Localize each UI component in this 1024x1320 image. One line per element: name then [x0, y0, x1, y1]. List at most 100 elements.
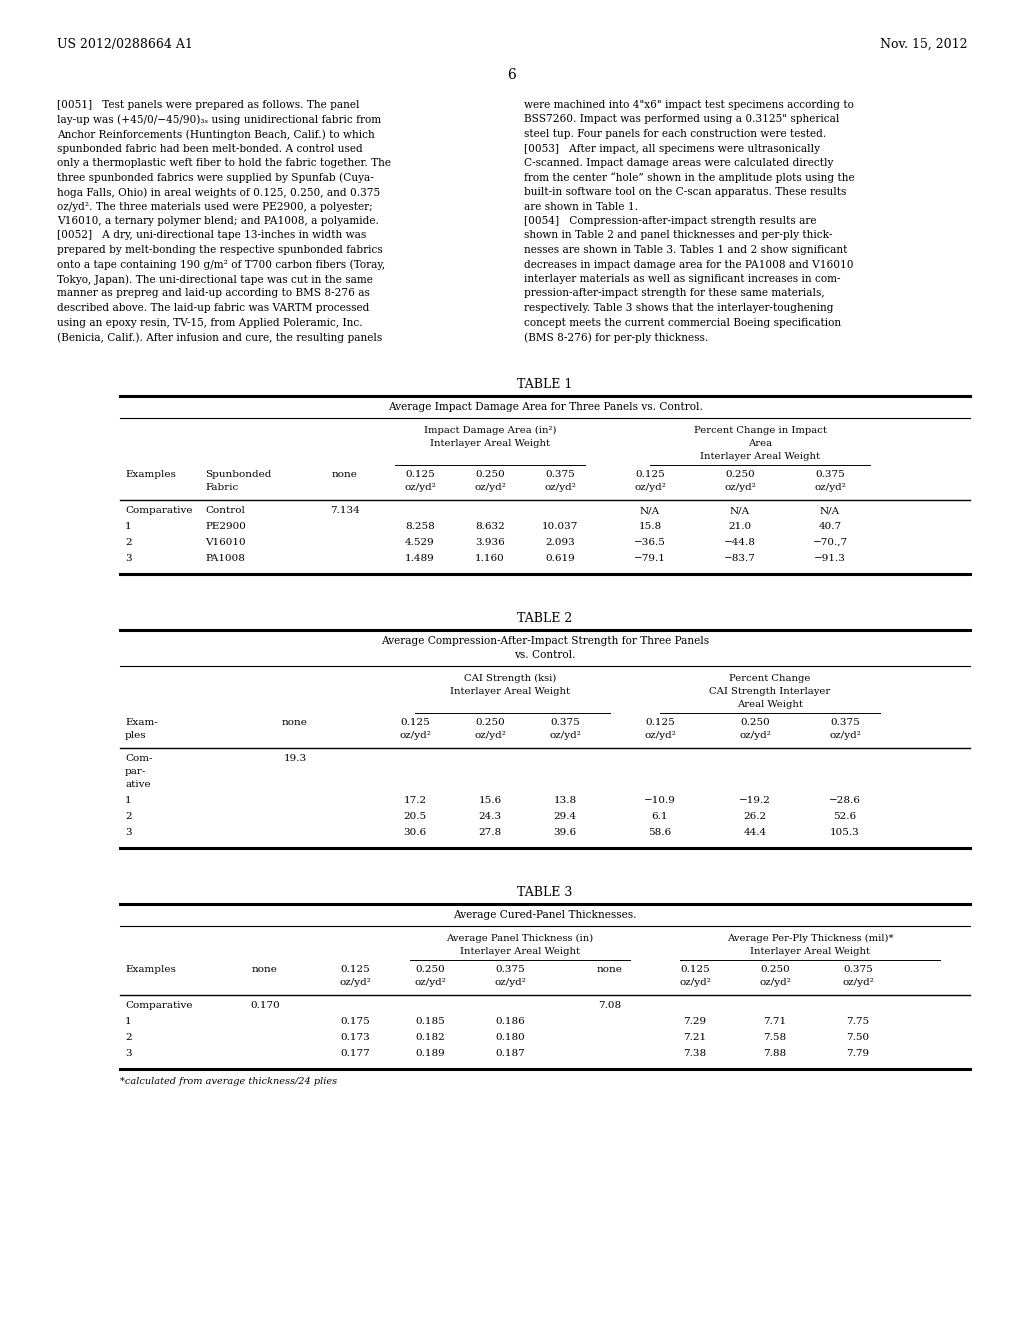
- Text: Average Panel Thickness (in): Average Panel Thickness (in): [446, 935, 594, 942]
- Text: Com-: Com-: [125, 754, 153, 763]
- Text: Interlayer Areal Weight: Interlayer Areal Weight: [430, 440, 550, 447]
- Text: PE2900: PE2900: [205, 521, 246, 531]
- Text: 29.4: 29.4: [553, 812, 577, 821]
- Text: 0.125: 0.125: [645, 718, 675, 727]
- Text: are shown in Table 1.: are shown in Table 1.: [524, 202, 638, 211]
- Text: 0.189: 0.189: [415, 1049, 444, 1059]
- Text: steel tup. Four panels for each construction were tested.: steel tup. Four panels for each construc…: [524, 129, 826, 139]
- Text: 0.375: 0.375: [843, 965, 872, 974]
- Text: −10.9: −10.9: [644, 796, 676, 805]
- Text: oz/yd²: oz/yd²: [494, 978, 526, 987]
- Text: 3: 3: [125, 1049, 132, 1059]
- Text: oz/yd²: oz/yd²: [339, 978, 371, 987]
- Text: none: none: [252, 965, 278, 974]
- Text: Average Per-Ply Thickness (mil)*: Average Per-Ply Thickness (mil)*: [727, 935, 893, 942]
- Text: −83.7: −83.7: [724, 554, 756, 564]
- Text: 0.375: 0.375: [830, 718, 860, 727]
- Text: V16010, a ternary polymer blend; and PA1008, a polyamide.: V16010, a ternary polymer blend; and PA1…: [57, 216, 379, 226]
- Text: 0.375: 0.375: [496, 965, 525, 974]
- Text: 0.180: 0.180: [496, 1034, 525, 1041]
- Text: 0.125: 0.125: [635, 470, 665, 479]
- Text: oz/yd²: oz/yd²: [414, 978, 445, 987]
- Text: 0.375: 0.375: [545, 470, 574, 479]
- Text: 24.3: 24.3: [478, 812, 502, 821]
- Text: 21.0: 21.0: [728, 521, 752, 531]
- Text: three spunbonded fabrics were supplied by Spunfab (Cuya-: three spunbonded fabrics were supplied b…: [57, 173, 374, 183]
- Text: Examples: Examples: [125, 965, 176, 974]
- Text: 2: 2: [125, 812, 132, 821]
- Text: Fabric: Fabric: [205, 483, 239, 492]
- Text: decreases in impact damage area for the PA1008 and V16010: decreases in impact damage area for the …: [524, 260, 853, 269]
- Text: onto a tape containing 190 g/m² of T700 carbon fibers (Toray,: onto a tape containing 190 g/m² of T700 …: [57, 260, 385, 271]
- Text: −91.3: −91.3: [814, 554, 846, 564]
- Text: Exam-: Exam-: [125, 718, 158, 727]
- Text: 15.6: 15.6: [478, 796, 502, 805]
- Text: 7.88: 7.88: [764, 1049, 786, 1059]
- Text: 7.79: 7.79: [847, 1049, 869, 1059]
- Text: Comparative: Comparative: [125, 1001, 193, 1010]
- Text: 3.936: 3.936: [475, 539, 505, 546]
- Text: 44.4: 44.4: [743, 828, 767, 837]
- Text: respectively. Table 3 shows that the interlayer-toughening: respectively. Table 3 shows that the int…: [524, 304, 834, 313]
- Text: Comparative: Comparative: [125, 506, 193, 515]
- Text: 0.375: 0.375: [550, 718, 580, 727]
- Text: using an epoxy resin, TV-15, from Applied Poleramic, Inc.: using an epoxy resin, TV-15, from Applie…: [57, 318, 362, 327]
- Text: 7.38: 7.38: [683, 1049, 707, 1059]
- Text: pression-after-impact strength for these same materials,: pression-after-impact strength for these…: [524, 289, 824, 298]
- Text: 10.037: 10.037: [542, 521, 579, 531]
- Text: Percent Change: Percent Change: [729, 675, 811, 682]
- Text: 0.250: 0.250: [415, 965, 444, 974]
- Text: 30.6: 30.6: [403, 828, 427, 837]
- Text: oz/yd²: oz/yd²: [829, 731, 861, 741]
- Text: 2: 2: [125, 1034, 132, 1041]
- Text: US 2012/0288664 A1: US 2012/0288664 A1: [57, 38, 193, 51]
- Text: described above. The laid-up fabric was VARTM processed: described above. The laid-up fabric was …: [57, 304, 370, 313]
- Text: [0052]   A dry, uni-directional tape 13-inches in width was: [0052] A dry, uni-directional tape 13-in…: [57, 231, 367, 240]
- Text: 7.08: 7.08: [598, 1001, 622, 1010]
- Text: 17.2: 17.2: [403, 796, 427, 805]
- Text: 27.8: 27.8: [478, 828, 502, 837]
- Text: 1.489: 1.489: [406, 554, 435, 564]
- Text: 0.250: 0.250: [475, 470, 505, 479]
- Text: 6: 6: [508, 69, 516, 82]
- Text: oz/yd²: oz/yd²: [724, 483, 756, 492]
- Text: interlayer materials as well as significant increases in com-: interlayer materials as well as signific…: [524, 275, 841, 284]
- Text: shown in Table 2 and panel thicknesses and per-ply thick-: shown in Table 2 and panel thicknesses a…: [524, 231, 833, 240]
- Text: 0.175: 0.175: [340, 1016, 370, 1026]
- Text: lay-up was (+45/0/−45/90)₃ₛ using unidirectional fabric from: lay-up was (+45/0/−45/90)₃ₛ using unidir…: [57, 115, 381, 125]
- Text: 58.6: 58.6: [648, 828, 672, 837]
- Text: CAI Strength Interlayer: CAI Strength Interlayer: [710, 686, 830, 696]
- Text: [0053]   After impact, all specimens were ultrasonically: [0053] After impact, all specimens were …: [524, 144, 820, 153]
- Text: 0.250: 0.250: [725, 470, 755, 479]
- Text: 19.3: 19.3: [284, 754, 306, 763]
- Text: 7.29: 7.29: [683, 1016, 707, 1026]
- Text: oz/yd²: oz/yd²: [679, 978, 711, 987]
- Text: Nov. 15, 2012: Nov. 15, 2012: [880, 38, 967, 51]
- Text: oz/yd²: oz/yd²: [759, 978, 791, 987]
- Text: only a thermoplastic weft fiber to hold the fabric together. The: only a thermoplastic weft fiber to hold …: [57, 158, 391, 168]
- Text: Percent Change in Impact: Percent Change in Impact: [693, 426, 826, 436]
- Text: 0.619: 0.619: [545, 554, 574, 564]
- Text: 7.75: 7.75: [847, 1016, 869, 1026]
- Text: −70.,7: −70.,7: [812, 539, 848, 546]
- Text: 0.125: 0.125: [406, 470, 435, 479]
- Text: 105.3: 105.3: [830, 828, 860, 837]
- Text: Interlayer Areal Weight: Interlayer Areal Weight: [700, 451, 820, 461]
- Text: 20.5: 20.5: [403, 812, 427, 821]
- Text: oz/yd²: oz/yd²: [842, 978, 873, 987]
- Text: PA1008: PA1008: [205, 554, 245, 564]
- Text: 0.125: 0.125: [340, 965, 370, 974]
- Text: (Benicia, Calif.). After infusion and cure, the resulting panels: (Benicia, Calif.). After infusion and cu…: [57, 333, 382, 343]
- Text: 8.632: 8.632: [475, 521, 505, 531]
- Text: 15.8: 15.8: [638, 521, 662, 531]
- Text: 39.6: 39.6: [553, 828, 577, 837]
- Text: 2: 2: [125, 539, 132, 546]
- Text: −44.8: −44.8: [724, 539, 756, 546]
- Text: 8.258: 8.258: [406, 521, 435, 531]
- Text: oz/yd²: oz/yd²: [399, 731, 431, 741]
- Text: 2.093: 2.093: [545, 539, 574, 546]
- Text: oz/yd²: oz/yd²: [474, 483, 506, 492]
- Text: C-scanned. Impact damage areas were calculated directly: C-scanned. Impact damage areas were calc…: [524, 158, 834, 168]
- Text: N/A: N/A: [730, 506, 750, 515]
- Text: 0.250: 0.250: [475, 718, 505, 727]
